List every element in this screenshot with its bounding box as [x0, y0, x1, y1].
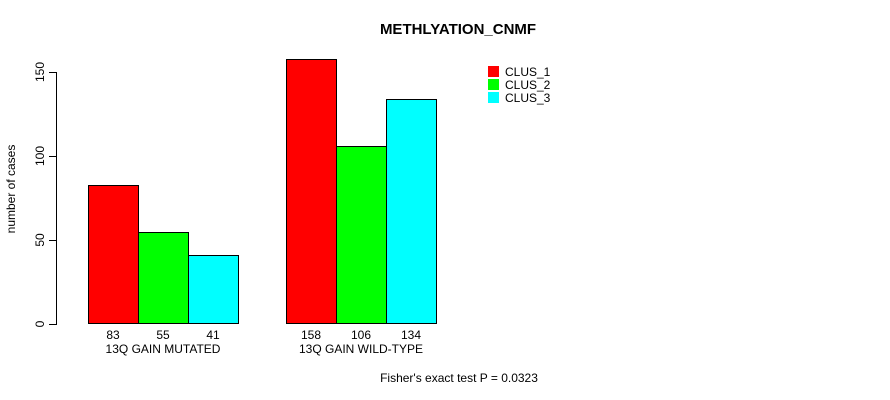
legend-label: CLUS_2: [505, 77, 551, 92]
bar-clus_2-group2: [336, 145, 387, 324]
y-tick-mark: [49, 71, 56, 73]
y-tick-label: 50: [33, 233, 47, 247]
y-axis-title: number of cases: [4, 144, 18, 234]
bar-clus_3-group2: [386, 98, 437, 324]
bar-value-label: 134: [400, 328, 422, 342]
y-tick-label: 100: [33, 145, 47, 167]
y-tick-mark: [49, 239, 56, 241]
legend-swatch-clus_3: [488, 92, 499, 103]
legend-label: CLUS_3: [505, 90, 551, 105]
bar-clus_1-group2: [286, 58, 337, 324]
y-axis-line: [56, 72, 57, 325]
bar-clus_2-group1: [138, 231, 189, 324]
y-tick-mark: [49, 323, 56, 325]
x-axis-category-label: 13Q GAIN WILD-TYPE: [298, 342, 424, 356]
bar-value-label: 41: [206, 328, 220, 342]
x-axis-category-label: 13Q GAIN MUTATED: [105, 342, 221, 356]
chart-title: METHLYATION_CNMF: [379, 21, 537, 38]
bar-value-label: 83: [106, 328, 120, 342]
bar-clus_3-group1: [188, 255, 239, 324]
y-tick-label: 0: [33, 320, 47, 328]
legend-swatch-clus_2: [488, 79, 499, 90]
footer-stat-note: Fisher's exact test P = 0.0323: [380, 371, 538, 385]
bar-value-label: 106: [350, 328, 372, 342]
legend-swatch-clus_1: [488, 66, 499, 77]
bar-value-label: 158: [300, 328, 322, 342]
y-tick-label: 150: [33, 61, 47, 83]
bar-clus_1-group1: [88, 184, 139, 324]
y-tick-mark: [49, 155, 56, 157]
bar-value-label: 55: [156, 328, 170, 342]
legend-label: CLUS_1: [505, 64, 551, 79]
